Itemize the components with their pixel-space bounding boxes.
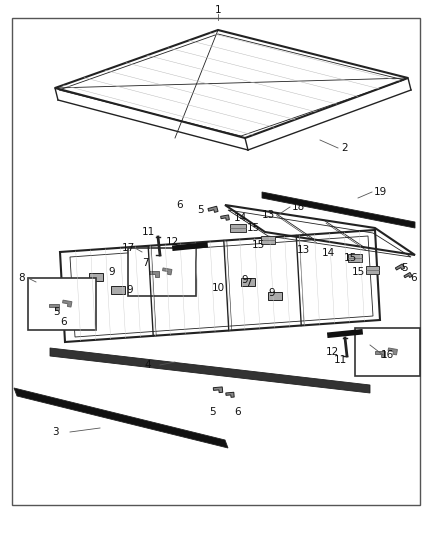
- Bar: [28, 278, 96, 330]
- Bar: [241, 278, 255, 286]
- Text: 19: 19: [373, 187, 387, 197]
- Polygon shape: [14, 388, 228, 448]
- Text: 13: 13: [297, 245, 310, 255]
- Text: 11: 11: [333, 355, 346, 365]
- Text: 4: 4: [145, 360, 151, 370]
- Polygon shape: [388, 348, 397, 355]
- Text: 9: 9: [127, 285, 133, 295]
- Bar: [261, 236, 275, 244]
- Text: 13: 13: [261, 210, 275, 220]
- Text: 1: 1: [215, 5, 221, 15]
- Polygon shape: [213, 387, 223, 393]
- Bar: [268, 292, 282, 300]
- Polygon shape: [226, 392, 234, 397]
- Bar: [111, 286, 125, 294]
- Polygon shape: [149, 271, 159, 277]
- Polygon shape: [73, 310, 80, 316]
- Polygon shape: [221, 215, 230, 220]
- Polygon shape: [162, 268, 172, 275]
- Bar: [365, 266, 378, 274]
- Text: 9: 9: [109, 267, 115, 277]
- Text: 11: 11: [141, 227, 155, 237]
- Text: 14: 14: [233, 213, 247, 223]
- Polygon shape: [404, 272, 412, 278]
- Bar: [128, 248, 196, 296]
- Text: 6: 6: [61, 317, 67, 327]
- Bar: [230, 224, 246, 232]
- Text: 2: 2: [342, 143, 348, 153]
- Text: 5: 5: [53, 307, 59, 317]
- Text: 16: 16: [380, 350, 394, 360]
- Bar: [355, 328, 420, 376]
- Polygon shape: [50, 348, 370, 393]
- Text: 9: 9: [242, 275, 248, 285]
- Text: 7: 7: [245, 278, 251, 288]
- Polygon shape: [262, 192, 415, 228]
- Text: 12: 12: [325, 347, 339, 357]
- Text: 18: 18: [291, 202, 304, 212]
- Polygon shape: [374, 351, 385, 358]
- Polygon shape: [49, 304, 59, 310]
- Text: 7: 7: [141, 258, 148, 268]
- Polygon shape: [396, 264, 405, 270]
- Text: 5: 5: [197, 205, 203, 215]
- Text: 6: 6: [411, 273, 417, 283]
- Text: 5: 5: [208, 407, 215, 417]
- Text: 5: 5: [401, 263, 407, 273]
- Text: 8: 8: [19, 273, 25, 283]
- Text: 14: 14: [321, 248, 335, 258]
- Text: 6: 6: [235, 407, 241, 417]
- Polygon shape: [64, 301, 73, 309]
- Text: 12: 12: [166, 237, 179, 247]
- Bar: [348, 254, 362, 262]
- Text: 15: 15: [351, 267, 364, 277]
- Text: 10: 10: [212, 283, 225, 293]
- Text: 15: 15: [251, 240, 265, 250]
- Text: 15: 15: [343, 253, 357, 263]
- Bar: [89, 273, 103, 281]
- Text: 17: 17: [121, 243, 134, 253]
- Polygon shape: [63, 300, 72, 307]
- Polygon shape: [208, 206, 218, 212]
- Text: 6: 6: [177, 200, 184, 210]
- Text: 9: 9: [268, 288, 276, 298]
- Text: 15: 15: [246, 223, 260, 233]
- Text: 3: 3: [52, 427, 58, 437]
